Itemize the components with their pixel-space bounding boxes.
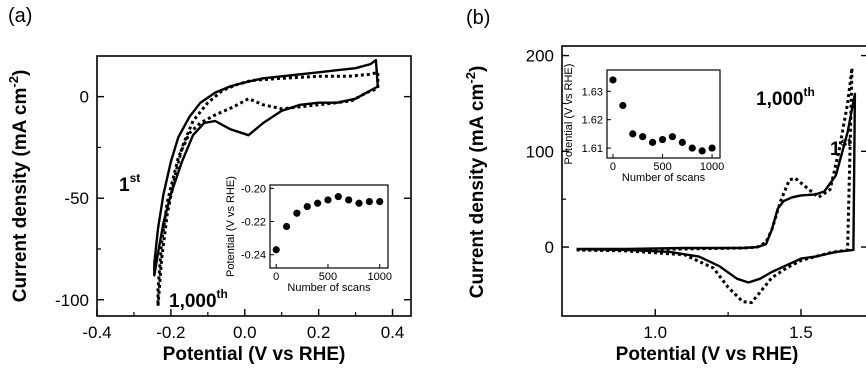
- panel-label: (b): [466, 7, 490, 29]
- x-axis-label: Potential (V vs RHE): [163, 344, 346, 365]
- inset-data-point: [678, 138, 686, 146]
- curve-annotation-base: 1,000: [756, 89, 804, 110]
- panel-label: (a): [8, 5, 32, 27]
- curve-annotation-base: 1,000: [169, 291, 217, 312]
- inset-x-tick-label: 500: [319, 271, 337, 283]
- y-tick-label: 0: [80, 88, 89, 107]
- curve-annotation-sup: st: [130, 171, 141, 185]
- curve-annotation: 1,000th: [169, 287, 228, 312]
- inset-y-tick-label: -0.24: [241, 250, 266, 262]
- inset-data-point: [609, 76, 617, 84]
- inset-data-point: [619, 101, 627, 110]
- inset-data-point: [658, 135, 667, 144]
- inset-data-point: [272, 246, 280, 254]
- y-tick-label: -100: [55, 291, 89, 310]
- y-axis-label: Current density (mA cm-2): [463, 66, 488, 299]
- inset-data-point: [376, 198, 384, 206]
- curve-annotation-sup: th: [804, 85, 815, 99]
- y-tick-label: -50: [64, 189, 89, 208]
- x-tick-label: 1.0: [643, 323, 667, 342]
- x-tick-label: -0.2: [156, 323, 185, 342]
- inset-y-axis-label: Potential (V vs RHE): [225, 176, 237, 277]
- y-axis-label-end: ): [10, 70, 31, 76]
- y-axis-label-end: ): [467, 66, 488, 72]
- y-tick-label: 200: [526, 47, 554, 66]
- plot-frame: [561, 45, 866, 317]
- y-tick-label: 100: [526, 142, 554, 161]
- inset-data-point: [345, 196, 353, 204]
- inset-x-tick-label: 1000: [367, 271, 391, 283]
- y-axis-label-sup: -2: [463, 72, 478, 84]
- inset-y-tick-label: 1.62: [582, 115, 603, 127]
- x-tick-label: -0.4: [82, 323, 111, 342]
- inset-data-point: [648, 138, 657, 146]
- inset-data-point: [668, 133, 677, 141]
- inset-x-tick-label: 500: [653, 161, 671, 173]
- inset-x-tick-label: 0: [273, 271, 279, 283]
- inset-data-point: [314, 199, 322, 207]
- inset-data-point: [355, 199, 363, 207]
- inset-x-tick-label: 1000: [700, 161, 724, 173]
- curve-annotation: 1st: [119, 171, 140, 196]
- x-axis-label: Potential (V vs RHE): [616, 344, 799, 365]
- inset-data-point: [303, 202, 311, 211]
- plot-frame: [96, 55, 412, 317]
- inset-data-point: [293, 209, 301, 217]
- x-tick-label: 0.4: [381, 323, 405, 342]
- y-axis-label-main: Current density (mA cm: [467, 84, 488, 299]
- inset-data-point: [688, 144, 696, 152]
- inset-y-tick-label: 1.63: [582, 86, 603, 98]
- curve-annotation-base: 1: [119, 175, 130, 196]
- inset-data-point: [365, 198, 373, 206]
- x-tick-label: 0.2: [307, 323, 331, 342]
- curve-annotation-sup: st: [841, 135, 852, 149]
- panel-a: (a) -0.4 -0.2 0.0 0.2 0.4 0 -50 -100 Potential (V…: [6, 5, 412, 365]
- inset-data-point: [282, 222, 291, 231]
- curve-annotation: 1,000th: [756, 85, 815, 110]
- inset-data-point: [698, 147, 706, 155]
- x-tick-label: 0.0: [233, 323, 257, 342]
- y-axis-label-main: Current density (mA cm: [10, 88, 31, 303]
- y-axis-label: Current density (mA cm-2): [6, 70, 31, 303]
- inset-y-tick-label: -0.20: [241, 183, 266, 195]
- curve-annotation-sup: th: [217, 287, 228, 301]
- inset-data-point: [639, 133, 647, 141]
- inset-data-point: [324, 196, 332, 204]
- x-tick-label: 1.5: [789, 323, 813, 342]
- inset-x-axis-label: Number of scans: [287, 282, 371, 294]
- inset-data-point: [708, 144, 716, 152]
- inset-frame: [606, 69, 721, 159]
- inset-x-axis-label: Number of scans: [622, 172, 706, 184]
- curve-annotation: 1st: [830, 135, 851, 160]
- y-axis-label-sup: -2: [6, 76, 21, 88]
- inset-data-point: [629, 130, 637, 138]
- curve-annotation-base: 1: [830, 139, 841, 160]
- inset-y-axis-label: Potential (V vs RHE): [563, 64, 575, 165]
- inset-y-tick-label: -0.22: [241, 217, 266, 229]
- inset-x-tick-label: 0: [610, 161, 616, 173]
- inset-y-tick-label: 1.61: [582, 143, 603, 155]
- inset-data-point: [334, 193, 342, 201]
- series-line-dotted: [576, 66, 854, 305]
- y-tick-label: 0: [545, 238, 554, 257]
